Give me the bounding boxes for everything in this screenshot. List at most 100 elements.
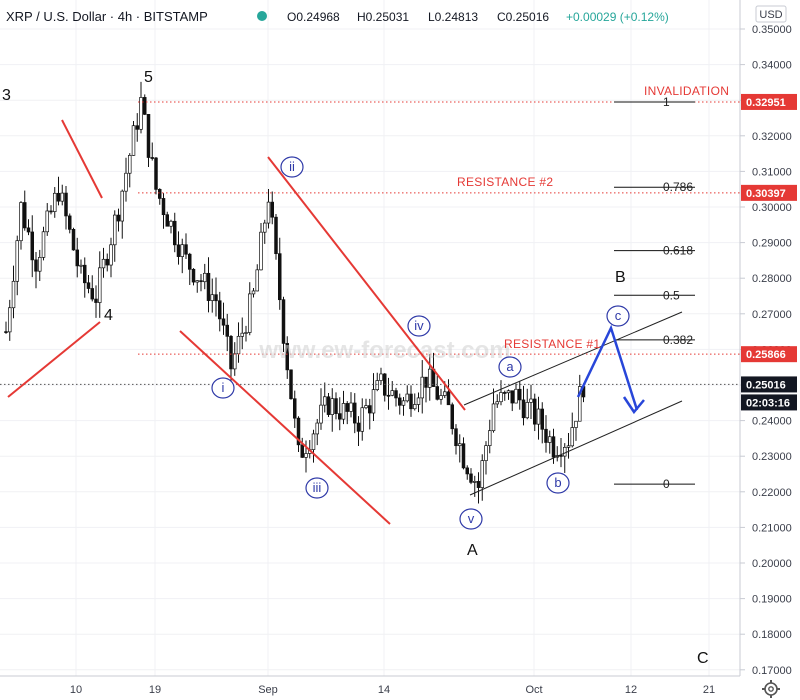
candle [450, 402, 455, 435]
candle [146, 113, 151, 168]
price-tick-label: 0.21000 [752, 522, 792, 534]
settings-gear-icon[interactable] [762, 680, 780, 698]
candle [458, 434, 462, 463]
currency-button[interactable]: USD [755, 5, 787, 23]
svg-text:a: a [506, 359, 514, 374]
fib-label: 0.382 [663, 333, 693, 347]
candle [311, 429, 316, 463]
price-axis-panel [740, 0, 800, 676]
svg-text:0.30397: 0.30397 [746, 188, 786, 200]
candle [244, 325, 248, 342]
price-badges: 0.32951 0.30397 0.25866 0.25016 02:03:16 [741, 93, 797, 411]
candle [319, 388, 323, 430]
candle [135, 113, 140, 142]
trend-lines [7, 119, 683, 525]
candle [503, 390, 507, 401]
trendline-red [267, 156, 466, 411]
price-tick-label: 0.32000 [752, 131, 792, 143]
price-tick-label: 0.24000 [752, 416, 792, 428]
candle [281, 296, 286, 353]
candle [574, 420, 578, 441]
candle [484, 441, 488, 475]
candle [424, 376, 428, 403]
candle [529, 384, 533, 419]
candle [435, 375, 440, 401]
price-tick-label: 0.19000 [752, 594, 792, 606]
candle [75, 237, 79, 278]
candle [259, 223, 263, 271]
candle [495, 394, 500, 408]
candle [330, 388, 335, 432]
fibonacci-levels: 1 0.786 0.618 0.5 0.382 0 [614, 95, 695, 491]
wave-circle-label: b [546, 472, 570, 494]
ohlc-change: +0.00029 (+0.12%) [566, 10, 669, 24]
candle [439, 388, 443, 405]
candle [97, 251, 102, 318]
candle [64, 185, 68, 230]
candle [536, 396, 541, 440]
wave-circle-label: c [606, 305, 630, 327]
candle [218, 291, 222, 332]
candle [86, 274, 91, 294]
candle [26, 219, 31, 236]
candle [158, 188, 162, 205]
time-tick-label: Sep [258, 684, 278, 696]
candle [45, 203, 49, 236]
price-tick-label: 0.34000 [752, 60, 792, 72]
svg-text:ii: ii [289, 159, 295, 174]
candle [184, 233, 188, 259]
candle [173, 212, 177, 253]
candle [94, 285, 98, 318]
price-tick-label: 0.29000 [752, 238, 792, 250]
wave-circle-label: iii [305, 477, 329, 499]
candle [30, 215, 35, 278]
candle [161, 193, 166, 229]
channel-line [469, 400, 683, 496]
candle [532, 393, 537, 432]
candle [293, 390, 297, 429]
chart-header: XRP / U.S. Dollar · 4h · BITSTAMP O0.249… [6, 9, 669, 24]
price-badge: 0.25866 [741, 346, 797, 363]
candle [270, 191, 275, 225]
candle [341, 390, 346, 425]
arrow-head-icon [622, 396, 645, 415]
candle [577, 374, 582, 422]
candle [154, 157, 158, 195]
svg-text:02:03:16: 02:03:16 [746, 397, 790, 409]
candle [60, 184, 64, 206]
candle [52, 187, 57, 218]
candle [566, 432, 571, 459]
wave-label: C [697, 650, 709, 667]
time-axis[interactable]: 10 19 Sep 14 Oct 12 21 [70, 684, 715, 696]
time-tick-label: 19 [149, 684, 161, 696]
wave-label: 4 [104, 307, 113, 324]
wave-label: B [615, 269, 626, 286]
candle [214, 277, 218, 317]
fib-label: 0.618 [663, 244, 693, 258]
candle [360, 398, 365, 441]
wave-label: A [467, 542, 478, 559]
market-status-icon [257, 11, 267, 21]
wave-labels-primary: 3 5 4 A B C [2, 69, 709, 667]
candle [480, 454, 485, 501]
price-badge: 02:03:16 [741, 394, 797, 411]
projection-arrows [576, 324, 645, 415]
candle [544, 415, 548, 453]
candle [263, 219, 267, 244]
candle [446, 379, 451, 406]
candle [199, 273, 203, 292]
fib-label: 0 [663, 477, 670, 491]
candle [225, 313, 230, 352]
fib-label: 0.786 [663, 180, 693, 194]
svg-text:0.32951: 0.32951 [746, 97, 786, 109]
candle [79, 259, 83, 274]
candle [255, 264, 260, 292]
time-axis-panel [0, 676, 800, 700]
candle [37, 249, 42, 281]
candle [266, 188, 271, 229]
price-tick-label: 0.22000 [752, 487, 792, 499]
ohlc-high: H0.25031 [357, 10, 409, 24]
candle [416, 392, 421, 413]
candle [300, 437, 305, 458]
